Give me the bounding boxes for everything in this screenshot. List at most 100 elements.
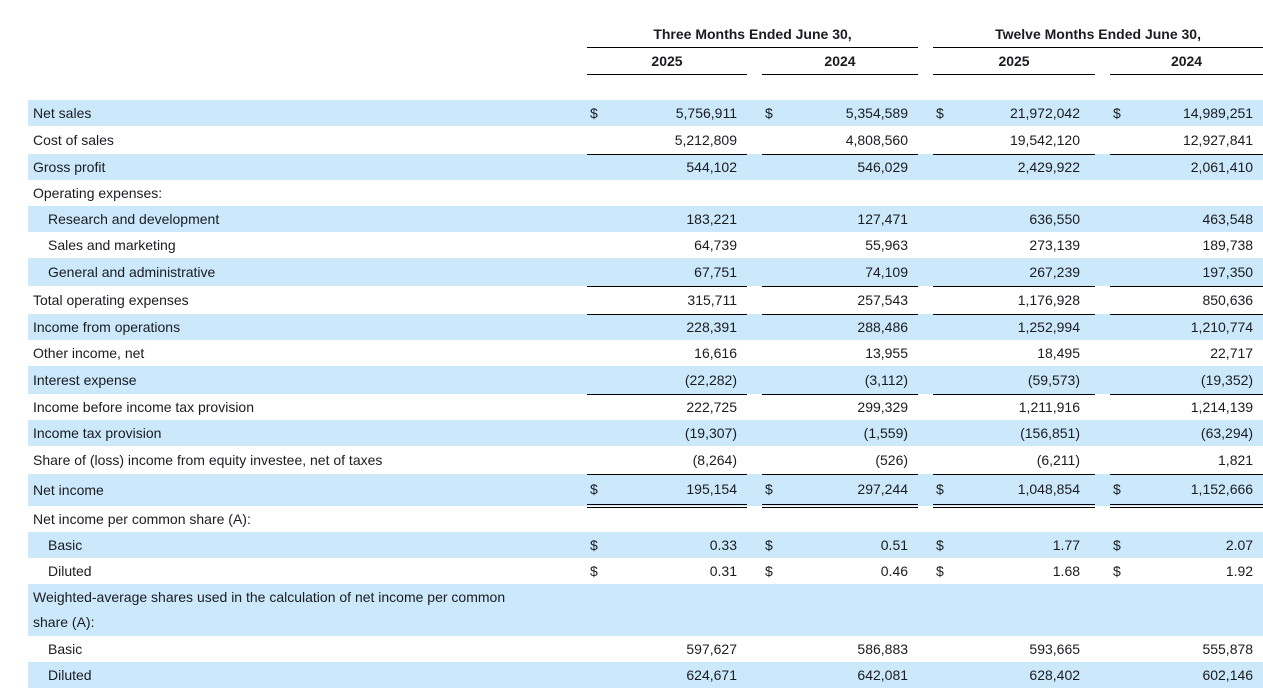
value-cell: (156,851) (948, 420, 1096, 446)
value-cell: 642,081 (777, 662, 919, 688)
column-gap (1095, 420, 1111, 446)
table-row: Share of (loss) income from equity inves… (28, 446, 1263, 475)
dollar-sign-cell (587, 420, 602, 446)
dollar-sign-cell (762, 258, 777, 287)
column-gap (747, 558, 762, 584)
value-cell (948, 506, 1095, 532)
value-cell: 1,210,774 (1125, 314, 1263, 340)
dollar-sign-cell (587, 258, 602, 287)
dollar-sign-cell (762, 232, 777, 258)
value-cell: 0.51 (777, 532, 919, 558)
value-cell (1125, 584, 1263, 636)
dollar-sign-cell: $ (933, 100, 949, 126)
value-cell: 288,486 (777, 314, 919, 340)
dollar-sign-cell (933, 662, 949, 688)
value-cell: 597,627 (686, 641, 737, 657)
dollar-sign-cell (587, 584, 602, 636)
row-label-text: Total operating expenses (33, 291, 189, 308)
dollar-sign-cell (1110, 340, 1125, 366)
value-cell: 602,146 (1125, 662, 1263, 688)
column-gap (1095, 636, 1110, 662)
dollar-sign-cell: $ (1110, 532, 1126, 558)
column-gap (747, 474, 762, 506)
table-header: Three Months Ended June 30, Twelve Month… (28, 22, 1263, 75)
value-cell: 546,029 (777, 154, 919, 180)
column-gap (918, 532, 934, 558)
value-cell: (8,264) (602, 446, 747, 475)
column-gap (747, 420, 762, 446)
column-gap (1095, 232, 1110, 258)
period-header-twelve-months: Twelve Months Ended June 30, (933, 22, 1263, 48)
column-gap (918, 286, 933, 314)
dollar-sign-cell (933, 584, 949, 636)
column-gap (918, 584, 934, 636)
value-cell: 1.68 (1052, 563, 1081, 579)
value-cell: 2,429,922 (948, 154, 1096, 180)
column-gap (1095, 662, 1111, 688)
dollar-sign-cell: $ (587, 532, 602, 558)
value-cell: (63,294) (1125, 420, 1263, 446)
column-gap (918, 22, 933, 47)
row-label: Interest expense (28, 366, 587, 394)
dollar-sign-cell (762, 180, 777, 206)
value-cell: 257,543 (777, 286, 919, 315)
dollar-sign-cell (762, 446, 777, 475)
row-label: Share of (loss) income from equity inves… (28, 446, 587, 474)
dollar-sign-cell (762, 286, 777, 315)
value-cell: (59,573) (948, 366, 1096, 395)
value-cell: 544,102 (602, 154, 747, 180)
dollar-sign-cell (1110, 206, 1126, 232)
dollar-sign-cell (933, 420, 949, 446)
dollar-sign-cell: $ (765, 563, 773, 579)
dollar-sign-cell (762, 662, 777, 688)
dollar-sign-cell (1110, 286, 1126, 315)
value-cell: 1,048,854 (948, 474, 1096, 508)
column-gap (747, 286, 762, 314)
dollar-sign-cell: $ (936, 563, 944, 579)
year-header-3m-2025: 2025 (587, 47, 747, 75)
value-cell: 4,808,560 (777, 126, 919, 155)
column-gap (747, 206, 762, 232)
row-label: Net sales (28, 100, 587, 126)
row-label-text: Research and development (48, 210, 220, 227)
column-gap (918, 366, 934, 394)
value-cell: 67,751 (602, 258, 747, 287)
column-gap (1095, 366, 1111, 394)
value-cell: 5,212,809 (602, 126, 747, 155)
dollar-sign-cell (933, 258, 949, 287)
column-gap (747, 532, 762, 558)
column-gap (747, 366, 762, 394)
dollar-sign-cell (762, 420, 777, 446)
row-label-text: Weighted-average shares used in the calc… (33, 589, 506, 630)
table-row: Interest expense (22,282) (3,112) (59,573) (… (28, 366, 1263, 395)
column-gap (918, 206, 934, 232)
row-label: Income from operations (28, 314, 587, 340)
row-label: Total operating expenses (28, 286, 587, 314)
column-gap (1095, 558, 1110, 584)
value-cell: 5,756,911 (602, 100, 747, 126)
value-cell: 624,671 (602, 662, 747, 688)
row-label: Net income per common share (A): (28, 506, 587, 532)
value-cell: 22,717 (1210, 345, 1254, 361)
row-label-text: Net sales (33, 104, 92, 121)
value-cell: 0.31 (709, 563, 737, 579)
dollar-sign-cell (1110, 314, 1126, 340)
dollar-sign-cell (587, 154, 602, 180)
column-gap (747, 636, 762, 662)
row-label-text: Cost of sales (33, 131, 114, 148)
value-cell: 315,711 (602, 286, 747, 315)
table-row: Income tax provision (19,307) (1,559) (156,… (28, 420, 1263, 446)
value-cell: 267,239 (948, 258, 1096, 287)
value-cell (777, 506, 918, 532)
dollar-sign-cell (933, 180, 948, 206)
table-row: Net sales $5,756,911 $5,354,589 $21,972,042… (28, 100, 1263, 126)
value-cell: 222,725 (686, 399, 737, 416)
dollar-sign-cell (933, 340, 948, 366)
dollar-sign-cell (1110, 446, 1126, 475)
column-gap (918, 126, 933, 154)
dollar-sign-cell (762, 506, 777, 532)
value-cell: 593,665 (1029, 641, 1081, 657)
table-row: Basic $0.33 $0.51 $1.77 $2.07 (28, 532, 1263, 558)
table-row: Sales and marketing 64,739 55,963 273,139 18… (28, 232, 1263, 258)
header-spacer (28, 47, 587, 74)
